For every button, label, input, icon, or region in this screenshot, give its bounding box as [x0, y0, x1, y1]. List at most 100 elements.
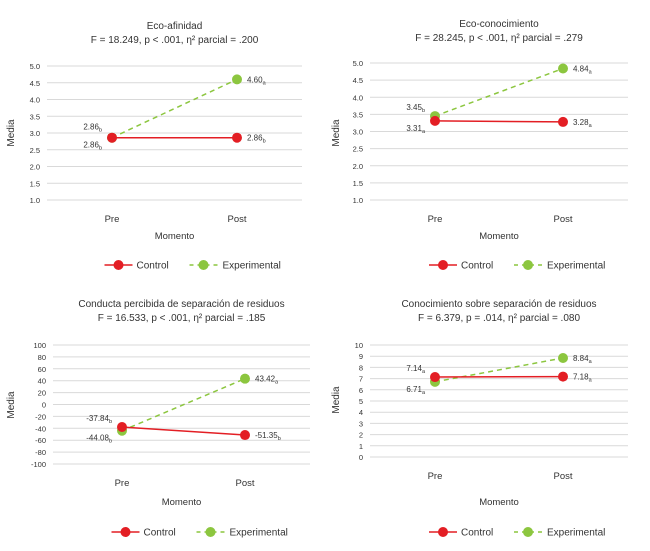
legend-experimental-marker: [523, 260, 533, 270]
y-tick-label: 2: [359, 431, 363, 440]
legend-control-marker: [113, 260, 124, 270]
data-label: 7.18a: [573, 373, 593, 384]
series-line-experimental: [121, 377, 246, 432]
data-label: 4.60a: [247, 75, 267, 86]
x-axis-label: Momento: [479, 231, 519, 242]
data-label: 3.28a: [573, 118, 593, 129]
y-tick-label: 5.0: [30, 62, 40, 71]
y-tick-label: 80: [38, 353, 46, 362]
y-tick-label: 10: [355, 341, 363, 350]
data-label: 2.86b: [83, 123, 102, 134]
chart-1: Eco-afinidad F = 18.249, p < .001, η² par…: [6, 21, 302, 272]
y-tick-label: 1: [359, 442, 363, 451]
data-label: 2.86b: [247, 134, 266, 145]
y-axis-label: Media: [6, 391, 17, 419]
y-tick-label: 1.0: [353, 196, 363, 205]
y-tick-label: 1.0: [30, 196, 40, 205]
series-line-experimental: [434, 357, 564, 383]
y-tick-label: -60: [35, 436, 46, 445]
y-tick-label: 9: [359, 352, 363, 361]
x-tick-label: Pre: [105, 214, 120, 225]
y-tick-label: -20: [35, 412, 46, 421]
y-tick-label: 8: [359, 363, 363, 372]
y-tick-label: 4.0: [30, 96, 40, 105]
y-tick-label: 100: [33, 341, 46, 350]
data-point-control: [232, 132, 242, 143]
legend-control-marker: [120, 527, 131, 537]
y-tick-label: 6: [359, 386, 363, 395]
chart-subtitle: F = 28.245, p < .001, η² parcial = .279: [415, 33, 583, 44]
y-axis-label: Media: [6, 119, 17, 147]
y-tick-label: -100: [31, 460, 46, 469]
data-point-experimental: [240, 373, 250, 384]
chart-4: Conocimiento sobre separación de residuo…: [331, 299, 628, 539]
data-label: -44.08b: [86, 434, 112, 445]
data-label: 2.86b: [83, 141, 102, 152]
chart-subtitle: F = 6.379, p = .014, η² parcial = .080: [418, 313, 580, 324]
series-line-experimental: [434, 67, 564, 117]
y-tick-label: 4.5: [353, 76, 363, 85]
data-point-experimental: [558, 63, 568, 74]
y-tick-label: 0: [42, 401, 46, 410]
data-label: 7.14a: [406, 364, 426, 375]
data-label: 4.84a: [573, 64, 593, 75]
legend-control-marker: [438, 527, 448, 537]
legend-experimental-label: Experimental: [547, 528, 605, 539]
y-tick-label: 1.5: [30, 179, 40, 188]
chart-subtitle: F = 16.533, p < .001, η² parcial = .185: [98, 313, 266, 324]
chart-2: Eco-conocimiento F = 28.245, p < .001, η²…: [331, 19, 628, 272]
chart-title: Conocimiento sobre separación de residuo…: [401, 299, 596, 310]
legend-control-marker: [438, 260, 448, 270]
data-point-control: [240, 430, 250, 441]
x-tick-label: Pre: [428, 214, 443, 225]
y-axis-label: Media: [331, 386, 342, 414]
data-label: 3.31a: [406, 124, 426, 135]
chart-title: Eco-conocimiento: [459, 19, 539, 30]
data-point-control: [107, 132, 117, 143]
legend-control-label: Control: [461, 528, 493, 539]
y-tick-label: 4: [359, 408, 363, 417]
y-axis-label: Media: [331, 119, 342, 147]
y-tick-label: 2.5: [353, 145, 363, 154]
y-tick-label: 1.5: [353, 179, 363, 188]
legend-experimental-marker: [205, 527, 216, 537]
chart-subtitle: F = 18.249, p < .001, η² parcial = .200: [91, 35, 259, 46]
y-tick-label: 3.0: [30, 129, 40, 138]
data-point-control: [558, 371, 568, 382]
y-tick-label: 0: [359, 453, 363, 462]
y-tick-label: 2.5: [30, 146, 40, 155]
data-label: -51.35b: [255, 431, 281, 442]
data-label: 6.71a: [406, 385, 426, 396]
series-line-control: [434, 120, 564, 123]
y-tick-label: 2.0: [30, 163, 40, 172]
y-tick-label: 60: [38, 365, 46, 374]
chart-title: Eco-afinidad: [147, 21, 203, 32]
data-point-control: [117, 422, 127, 433]
y-tick-label: 40: [38, 377, 46, 386]
y-tick-label: 7: [359, 375, 363, 384]
x-axis-label: Momento: [162, 497, 202, 508]
data-label: 3.45b: [406, 103, 425, 114]
legend-control-label: Control: [144, 528, 176, 539]
series-line-experimental: [111, 78, 238, 139]
y-tick-label: 3.0: [353, 128, 363, 137]
data-label: 43.42a: [255, 375, 279, 386]
x-tick-label: Pre: [428, 471, 443, 482]
legend-experimental-marker: [198, 260, 209, 270]
x-tick-label: Post: [227, 214, 246, 225]
legend-control-label: Control: [137, 261, 169, 272]
x-axis-label: Momento: [479, 497, 519, 508]
legend-experimental-label: Experimental: [547, 261, 605, 272]
x-tick-label: Post: [553, 471, 572, 482]
data-point-control: [430, 372, 440, 383]
x-tick-label: Post: [235, 478, 254, 489]
y-tick-label: 5.0: [353, 59, 363, 68]
data-point-experimental: [232, 74, 242, 85]
chart-3: Conducta percibida de separación de resi…: [6, 299, 310, 539]
legend-experimental-label: Experimental: [223, 261, 281, 272]
y-tick-label: -40: [35, 424, 46, 433]
data-point-control: [558, 116, 568, 127]
y-tick-label: 5: [359, 397, 363, 406]
